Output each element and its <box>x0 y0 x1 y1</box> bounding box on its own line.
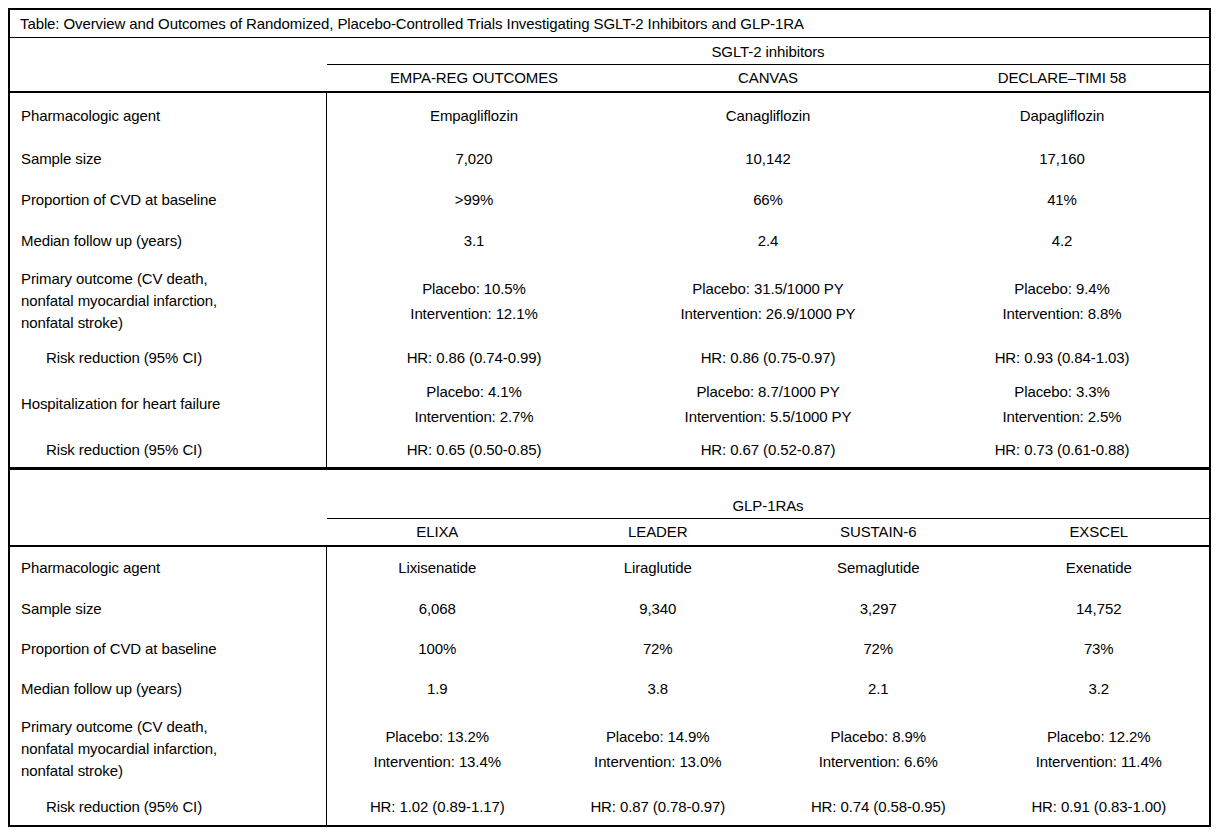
table-row-cvd-baseline: Proportion of CVD at baseline >99% 66% 4… <box>10 179 1209 220</box>
trial-header-leader: LEADER <box>548 519 769 545</box>
table-row-pharmacologic-agent: Pharmacologic agent Empagliflozin Canagl… <box>10 93 1209 138</box>
value-cell: Lixisenatide <box>327 547 548 588</box>
value-cell: Placebo: 4.1% Intervention: 2.7% <box>327 375 621 433</box>
header-spacer <box>10 519 327 545</box>
trial-header-empa-reg-outcomes: EMPA-REG OUTCOMES <box>327 65 621 91</box>
row-label: Risk reduction (95% CI) <box>46 796 202 818</box>
group-header-glp1ras: GLP-1RAs <box>327 492 1209 519</box>
value-cell: Placebo: 13.2% Intervention: 13.4% <box>327 709 548 789</box>
row-label: Primary outcome (CV death, nonfatal myoc… <box>21 268 217 333</box>
table-row-pharmacologic-agent: Pharmacologic agent Lixisenatide Liraglu… <box>10 547 1209 588</box>
row-label: Risk reduction (95% CI) <box>46 347 202 369</box>
row-label: Sample size <box>21 148 102 170</box>
table-row-cvd-baseline: Proportion of CVD at baseline 100% 72% 7… <box>10 629 1209 669</box>
value-cell: 72% <box>548 629 769 669</box>
header-spacer <box>10 38 327 65</box>
table-title: Table: Overview and Outcomes of Randomiz… <box>20 15 804 32</box>
value-cell: Placebo: 31.5/1000 PY Intervention: 26.9… <box>621 261 915 341</box>
value-cell: 3.8 <box>548 669 769 709</box>
header-spacer <box>10 65 327 91</box>
table-row-median-followup: Median follow up (years) 3.1 2.4 4.2 <box>10 220 1209 261</box>
table-row-heart-failure-hospitalization: Hospitalization for heart failure Placeb… <box>10 375 1209 433</box>
value-cell: Liraglutide <box>548 547 769 588</box>
value-cell: 2.4 <box>621 220 915 261</box>
sglt2-inhibitors-section: SGLT-2 inhibitors EMPA-REG OUTCOMES CANV… <box>10 38 1209 467</box>
value-cell: Empagliflozin <box>327 93 621 138</box>
value-cell: 100% <box>327 629 548 669</box>
trial-header-elixa: ELIXA <box>327 519 548 545</box>
table-row-sample-size: Sample size 7,020 10,142 17,160 <box>10 138 1209 179</box>
value-cell: Semaglutide <box>768 547 989 588</box>
value-cell: 3,297 <box>768 588 989 629</box>
value-cell: 14,752 <box>989 588 1210 629</box>
value-cell: Placebo: 9.4% Intervention: 8.8% <box>915 261 1209 341</box>
table-title-row: Table: Overview and Outcomes of Randomiz… <box>10 10 1209 38</box>
value-cell: Placebo: 10.5% Intervention: 12.1% <box>327 261 621 341</box>
row-label: Proportion of CVD at baseline <box>21 638 217 660</box>
row-label: Proportion of CVD at baseline <box>21 189 217 211</box>
value-cell: 2.1 <box>768 669 989 709</box>
row-label: Median follow up (years) <box>21 230 182 252</box>
value-cell: Canagliflozin <box>621 93 915 138</box>
value-cell: HR: 0.65 (0.50-0.85) <box>327 433 621 467</box>
row-label: Sample size <box>21 598 102 620</box>
value-cell: Placebo: 8.9% Intervention: 6.6% <box>768 709 989 789</box>
value-cell: 41% <box>915 179 1209 220</box>
value-cell: HR: 0.86 (0.75-0.97) <box>621 341 915 375</box>
header-spacer <box>10 492 327 519</box>
value-cell: HR: 0.73 (0.61-0.88) <box>915 433 1209 467</box>
row-label: Pharmacologic agent <box>21 105 160 127</box>
value-cell: 73% <box>989 629 1210 669</box>
value-cell: 6,068 <box>327 588 548 629</box>
header-spacer-row <box>10 470 1209 492</box>
row-label: Median follow up (years) <box>21 678 182 700</box>
value-cell: HR: 0.74 (0.58-0.95) <box>768 789 989 825</box>
table-row-risk-reduction-primary: Risk reduction (95% CI) HR: 1.02 (0.89-1… <box>10 789 1209 825</box>
value-cell: >99% <box>327 179 621 220</box>
row-label: Hospitalization for heart failure <box>21 393 220 415</box>
sglt2-trial-header-row: EMPA-REG OUTCOMES CANVAS DECLARE–TIMI 58 <box>10 65 1209 93</box>
trial-header-exscel: EXSCEL <box>989 519 1210 545</box>
value-cell: HR: 0.67 (0.52-0.87) <box>621 433 915 467</box>
row-label: Pharmacologic agent <box>21 557 160 579</box>
value-cell: HR: 1.02 (0.89-1.17) <box>327 789 548 825</box>
trial-header-canvas: CANVAS <box>621 65 915 91</box>
value-cell: HR: 0.87 (0.78-0.97) <box>548 789 769 825</box>
value-cell: 3.1 <box>327 220 621 261</box>
value-cell: 7,020 <box>327 138 621 179</box>
glp1ra-group-row: GLP-1RAs <box>10 492 1209 519</box>
value-cell: Placebo: 3.3% Intervention: 2.5% <box>915 375 1209 433</box>
value-cell: HR: 0.93 (0.84-1.03) <box>915 341 1209 375</box>
value-cell: 17,160 <box>915 138 1209 179</box>
value-cell: 72% <box>768 629 989 669</box>
value-cell: 9,340 <box>548 588 769 629</box>
glp1ra-trial-header-row: ELIXA LEADER SUSTAIN-6 EXSCEL <box>10 519 1209 547</box>
value-cell: 3.2 <box>989 669 1210 709</box>
value-cell: Exenatide <box>989 547 1210 588</box>
table-row-primary-outcome: Primary outcome (CV death, nonfatal myoc… <box>10 261 1209 341</box>
table-row-sample-size: Sample size 6,068 9,340 3,297 14,752 <box>10 588 1209 629</box>
value-cell: Dapagliflozin <box>915 93 1209 138</box>
table-row-primary-outcome: Primary outcome (CV death, nonfatal myoc… <box>10 709 1209 789</box>
value-cell: 4.2 <box>915 220 1209 261</box>
value-cell: 1.9 <box>327 669 548 709</box>
value-cell: 10,142 <box>621 138 915 179</box>
trial-header-declare-timi-58: DECLARE–TIMI 58 <box>915 65 1209 91</box>
trial-header-sustain-6: SUSTAIN-6 <box>768 519 989 545</box>
row-label: Primary outcome (CV death, nonfatal myoc… <box>21 716 217 781</box>
value-cell: 66% <box>621 179 915 220</box>
sglt2-group-row: SGLT-2 inhibitors <box>10 38 1209 65</box>
value-cell: HR: 0.86 (0.74-0.99) <box>327 341 621 375</box>
row-label: Risk reduction (95% CI) <box>46 439 202 461</box>
value-cell: HR: 0.91 (0.83-1.00) <box>989 789 1210 825</box>
value-cell: Placebo: 14.9% Intervention: 13.0% <box>548 709 769 789</box>
table-row-risk-reduction-primary: Risk reduction (95% CI) HR: 0.86 (0.74-0… <box>10 341 1209 375</box>
value-cell: Placebo: 8.7/1000 PY Intervention: 5.5/1… <box>621 375 915 433</box>
glp1ra-section: GLP-1RAs ELIXA LEADER SUSTAIN-6 EXSCEL P… <box>10 470 1209 825</box>
trials-overview-table: Table: Overview and Outcomes of Randomiz… <box>8 8 1211 827</box>
table-row-median-followup: Median follow up (years) 1.9 3.8 2.1 3.2 <box>10 669 1209 709</box>
group-header-sglt2-inhibitors: SGLT-2 inhibitors <box>327 38 1209 65</box>
value-cell: Placebo: 12.2% Intervention: 11.4% <box>989 709 1210 789</box>
table-row-risk-reduction-hhf: Risk reduction (95% CI) HR: 0.65 (0.50-0… <box>10 433 1209 467</box>
